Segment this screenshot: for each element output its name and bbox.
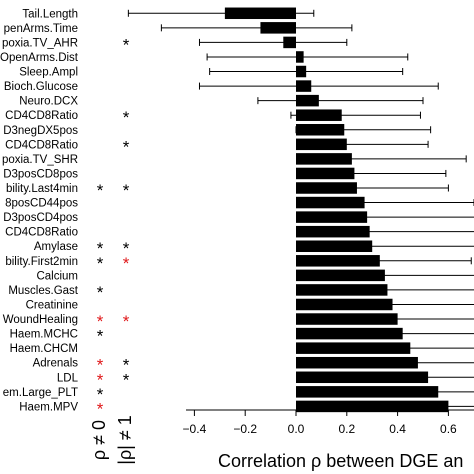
significance-star-abs-rho: * [123,35,130,54]
category-label: 8posCD44pos [5,198,78,210]
x-tick-label: 0.2 [338,422,355,436]
x-tick-label: 0.4 [389,422,406,436]
category-label: poxia.TV_SHR [2,154,78,166]
bars-layer [224,7,449,413]
significance-star-abs-rho: * [123,108,130,127]
bar [296,240,373,252]
x-axis-title: Correlation ρ between DGE an [218,451,463,471]
category-label: Amylase [34,241,78,253]
bar [296,269,385,282]
star-column-label-rho: ρ ≠ 0 [89,420,109,460]
category-label: Bioch.Glucose [4,81,78,93]
bar [296,313,398,325]
category-label: Adrenals [33,358,79,370]
significance-star-abs-rho: * [123,239,130,258]
category-label: LDL [57,372,79,384]
significance-star-rho: * [97,181,104,200]
bar [296,400,449,413]
bar [296,371,429,384]
category-label: poxia.TV_AHR [2,37,78,49]
x-tick-label: 0.0 [288,422,305,436]
category-label: CD4CD8Ratio [5,110,78,122]
x-tick-label: −0.2 [233,422,257,436]
significance-star-rho: * [97,312,104,331]
significance-star-rho: * [97,283,104,302]
x-axis: −0.4 −0.2 0.0 0.2 0.4 0.6 [183,409,474,436]
category-label: Haem.MPV [19,401,78,413]
x-tick-label: 0.6 [440,422,457,436]
bar [296,255,380,267]
category-label: WoundHealing [3,314,78,326]
significance-star-abs-rho: * [123,370,130,389]
category-label: D3posCD8pos [3,168,78,180]
bar [296,284,388,296]
significance-stars-layer: **** ** ** *** *** ** *** [97,35,130,418]
category-label: Muscles.Gast [8,285,78,297]
significance-star-rho: * [97,370,104,389]
category-label: em.Large_PLT [3,387,78,399]
category-label: Sleep.Ampl [19,67,78,79]
bar [296,211,368,223]
category-label: OpenArms.Dist [0,52,79,64]
category-label: Haem.CHCM [10,343,78,355]
category-label: Neuro.DCX [19,96,78,108]
significance-star-rho: * [97,385,104,404]
category-label: CD4CD8Ratio [5,139,78,151]
x-tick-label: −0.4 [183,422,207,436]
bar [296,327,403,340]
bar [296,298,393,311]
bar [296,356,418,369]
significance-star-rho: * [97,399,104,418]
star-column-label-abs-rho: |ρ| ≠ 1 [115,415,135,464]
category-label: penArms.Time [4,23,78,35]
category-label: D3posCD4pos [3,212,78,224]
significance-star-rho: * [97,327,104,346]
error-bars-layer [127,9,474,410]
significance-star-abs-rho: * [123,137,130,156]
significance-star-rho: * [97,239,104,258]
category-label: D3negDX5pos [3,125,78,137]
significance-star-abs-rho: * [123,181,130,200]
significance-star-abs-rho: * [123,254,130,273]
category-label: Creatinine [26,299,78,311]
significance-star-rho: * [97,254,104,273]
significance-star-abs-rho: * [123,356,130,375]
category-label: Tail.Length [22,8,78,20]
category-label: Calcium [36,270,78,282]
category-label: CD4CD8Ratio [5,227,78,239]
significance-star-rho: * [97,356,104,375]
category-label: bility.Last4min [6,183,78,195]
bar [296,386,439,398]
category-label: bility.First2min [5,256,78,268]
category-labels-layer: Tail.Length penArms.Time poxia.TV_AHR OpenA… [0,8,79,413]
significance-star-abs-rho: * [123,312,130,331]
category-label: Haem.MCHC [10,329,78,341]
bar [296,342,411,354]
